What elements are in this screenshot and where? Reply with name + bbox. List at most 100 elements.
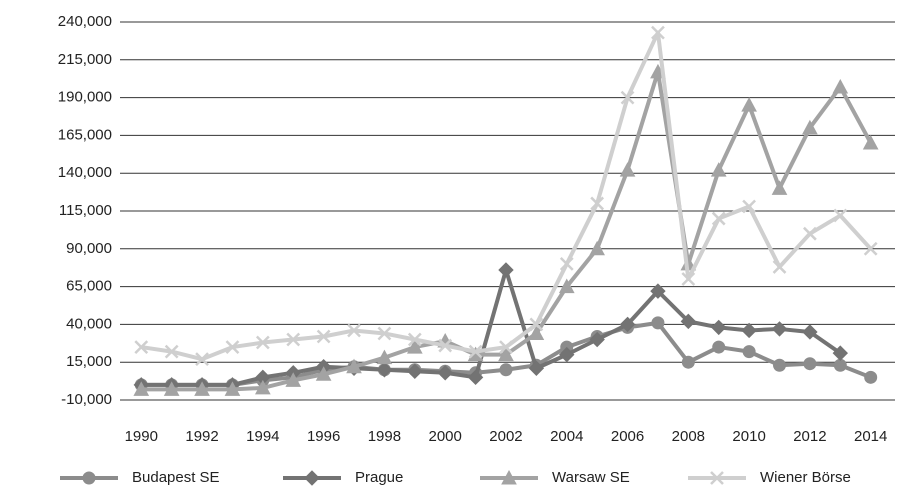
point — [741, 97, 757, 112]
point — [619, 316, 636, 333]
point — [833, 208, 848, 223]
point — [620, 90, 635, 105]
point — [650, 283, 666, 299]
point — [133, 381, 150, 396]
point — [681, 272, 696, 286]
point — [377, 326, 392, 341]
point — [711, 211, 726, 226]
point — [772, 260, 787, 274]
y-tick-label: 240,000 — [58, 13, 112, 30]
point — [498, 346, 514, 362]
point — [255, 335, 270, 350]
line — [140, 30, 873, 362]
point — [589, 331, 605, 348]
point — [559, 257, 574, 271]
point — [802, 324, 818, 340]
point — [407, 363, 423, 379]
legend-marker — [710, 471, 724, 485]
point — [864, 370, 878, 384]
point — [529, 317, 544, 332]
point — [499, 340, 513, 354]
point — [833, 358, 847, 372]
point — [773, 358, 787, 372]
x-tick-label: 2012 — [793, 428, 826, 445]
point — [194, 381, 210, 396]
point — [590, 196, 605, 211]
point — [681, 355, 695, 369]
x-tick-label: 2006 — [611, 428, 644, 445]
point — [225, 340, 240, 354]
point — [651, 316, 665, 330]
point — [619, 162, 636, 177]
point — [376, 349, 393, 365]
point — [863, 241, 878, 256]
x-tick-label: 1992 — [185, 428, 218, 445]
point — [438, 338, 453, 353]
point — [164, 344, 179, 359]
point — [437, 365, 453, 381]
point — [711, 319, 727, 336]
point — [528, 325, 545, 340]
x-tick-label: 2008 — [672, 428, 705, 445]
point — [651, 25, 665, 40]
point — [407, 332, 422, 347]
series — [133, 63, 879, 396]
x-tick-label: 1994 — [246, 428, 279, 445]
point — [802, 119, 818, 135]
point — [224, 381, 241, 396]
y-tick-label: 215,000 — [58, 51, 112, 68]
point — [589, 240, 605, 256]
point — [741, 322, 757, 339]
legend-label: Budapest SE — [132, 469, 220, 486]
y-tick-label: -10,000 — [61, 391, 112, 408]
y-tick-label: 65,000 — [66, 278, 112, 295]
legend-label: Wiener Börse — [760, 469, 851, 486]
legend-marker — [304, 470, 320, 486]
legend-item: Prague — [283, 469, 403, 486]
legend-label: Prague — [355, 469, 403, 486]
point — [832, 78, 849, 94]
legend-marker — [82, 471, 96, 485]
series — [133, 262, 849, 393]
x-tick-label: 2004 — [550, 428, 583, 445]
point — [771, 180, 788, 195]
point — [315, 366, 332, 381]
point — [742, 199, 757, 214]
x-tick-label: 1990 — [125, 428, 158, 445]
point — [499, 363, 513, 377]
y-tick-label: 190,000 — [58, 89, 112, 106]
point — [467, 369, 484, 386]
point — [255, 379, 271, 395]
point — [195, 352, 209, 367]
x-tick-label: 1998 — [368, 428, 401, 445]
x-tick-label: 2010 — [732, 428, 765, 445]
point — [558, 278, 575, 294]
point — [832, 345, 849, 361]
point — [346, 358, 362, 374]
line — [141, 267, 842, 387]
point — [286, 332, 301, 347]
legend-marker — [501, 469, 517, 485]
x-tick-label: 1996 — [307, 428, 340, 445]
x-tick-label: 2002 — [489, 428, 522, 445]
point — [710, 162, 727, 177]
y-tick-label: 165,000 — [58, 126, 112, 143]
legend-label: Warsaw SE — [552, 469, 630, 486]
point — [742, 345, 756, 359]
point — [316, 329, 331, 344]
y-tick-label: 115,000 — [59, 202, 112, 219]
legend-item: Budapest SE — [60, 469, 220, 486]
y-tick-label: 40,000 — [66, 315, 112, 332]
point — [347, 323, 361, 338]
point — [134, 340, 149, 354]
point — [468, 344, 483, 359]
legend-item: Warsaw SE — [480, 469, 630, 486]
point — [376, 362, 393, 378]
point — [803, 357, 817, 371]
point — [498, 262, 514, 278]
point — [406, 339, 423, 354]
x-tick-label: 2014 — [854, 428, 887, 445]
point — [285, 372, 302, 387]
series — [134, 25, 878, 367]
